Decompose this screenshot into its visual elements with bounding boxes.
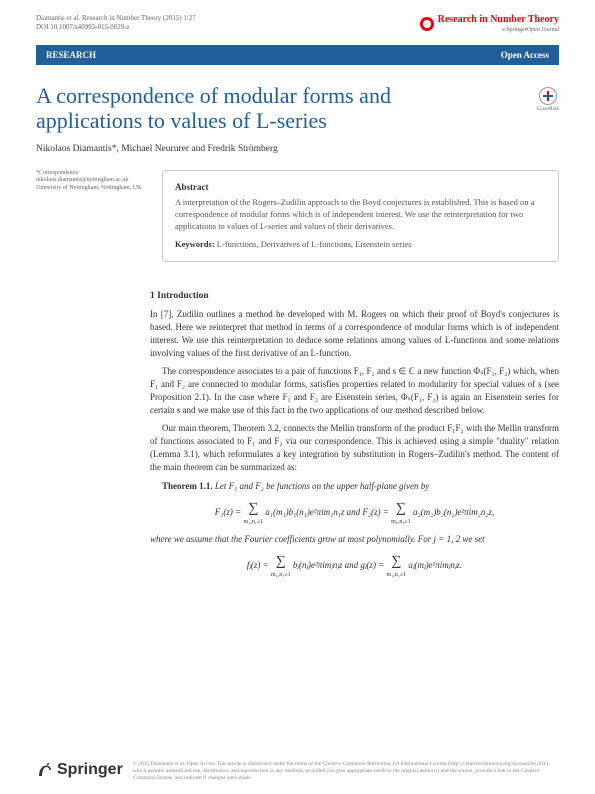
intro-p2: The correspondence associates to a pair …	[150, 365, 559, 417]
formula-1: F₁(z) = ∑ m₁,n₁≥1 a₁(m₁)b₁(n₁)e²πim₁n₁z …	[150, 499, 559, 527]
f2-rhs2: aⱼ(mⱼ)e²πimⱼnⱼz.	[408, 560, 462, 570]
section-heading: 1 Introduction	[150, 290, 559, 304]
f1-rhs2: a₂(m₂)b₂(n₂)e²πim₂n₂z,	[413, 507, 494, 517]
sum-symbol-4: ∑	[391, 554, 401, 569]
main-text: 1 Introduction In [7], Zudilin outlines …	[150, 290, 559, 580]
abstract-box: Abstract A interpretation of the Rogers–…	[162, 170, 559, 262]
sum-symbol-2: ∑	[396, 501, 406, 516]
author-list: Nikolaos Diamantis*, Michael Neururer an…	[36, 144, 559, 154]
crossmark-badge[interactable]: CrossMark	[537, 87, 559, 112]
keywords-text: L-functions, Derivatives of L-functions,…	[217, 239, 412, 249]
springer-horse-icon	[36, 761, 54, 779]
publisher-name: Springer	[57, 761, 123, 779]
intro-p3: Our main theorem, Theorem 3.2, connects …	[150, 422, 559, 474]
sum-sub-4: m₁,n₁≥1	[387, 571, 407, 580]
correspondence-label: *Correspondence:	[36, 170, 146, 178]
f1-lhs: F₁(z) =	[215, 507, 241, 517]
citation-text: Diamantis et al. Research in Number Theo…	[36, 14, 196, 23]
keywords-label: Keywords:	[175, 239, 215, 249]
crossmark-icon	[539, 87, 557, 105]
sum-sub-3: m₁,n₁≥1	[271, 571, 291, 580]
journal-brand: Research in Number Theory	[438, 14, 559, 25]
running-header: Diamantis et al. Research in Number Theo…	[0, 0, 595, 37]
license-text: © 2015 Diamantis et al. Open Access This…	[133, 761, 559, 782]
title-block: A correspondence of modular forms and ap…	[36, 83, 559, 134]
article-type: RESEARCH	[46, 50, 96, 60]
brand-block: Research in Number Theory a SpringerOpen…	[420, 14, 559, 33]
doi-text: DOI 10.1007/s40993-015-0029-z	[36, 23, 196, 32]
crossmark-label: CrossMark	[537, 107, 559, 112]
open-access-label: Open Access	[501, 50, 549, 60]
abstract-title: Abstract	[175, 181, 546, 194]
f1-rhs: a₁(m₁)b₁(n₁)e²πim₁n₁z and F₂(z) =	[265, 507, 388, 517]
article-type-bar: RESEARCH Open Access	[36, 45, 559, 65]
sum-sub-2: m₂,n₂≥1	[391, 518, 411, 527]
abstract-text: A interpretation of the Rogers–Zudilin a…	[175, 197, 546, 233]
theorem-between: where we assume that the Fourier coeffic…	[150, 533, 559, 546]
correspondence-affiliation: University of Nottingham, Nottingham, UK	[36, 185, 146, 193]
keywords-line: Keywords: L-functions, Derivatives of L-…	[175, 239, 546, 251]
theorem-label: Theorem 1.1.	[162, 481, 213, 491]
intro-p1: In [7], Zudilin outlines a method he dev…	[150, 308, 559, 360]
f2-rhs: bⱼ(nⱼ)e²πimⱼnⱼz and gⱼ(z) =	[293, 560, 384, 570]
f2-lhs: fⱼ(z) =	[247, 560, 269, 570]
formula-2: fⱼ(z) = ∑ m₁,n₁≥1 bⱼ(nⱼ)e²πimⱼnⱼz and gⱼ…	[150, 552, 559, 580]
citation-block: Diamantis et al. Research in Number Theo…	[36, 14, 196, 32]
brand-icon	[420, 17, 434, 31]
abstract-column: Abstract A interpretation of the Rogers–…	[162, 170, 559, 262]
publisher-logo: Springer	[36, 761, 123, 779]
article-title: A correspondence of modular forms and ap…	[36, 83, 559, 134]
abstract-row: *Correspondence: nikolaos.diamantis@nott…	[36, 170, 559, 262]
theorem-statement: Let F₁ and F₂ be functions on the upper …	[215, 481, 429, 491]
journal-sub: a SpringerOpen Journal	[502, 27, 559, 33]
correspondence-block: *Correspondence: nikolaos.diamantis@nott…	[36, 170, 146, 262]
page-footer: Springer © 2015 Diamantis et al. Open Ac…	[36, 761, 559, 782]
sum-symbol-3: ∑	[276, 554, 286, 569]
theorem-block: Theorem 1.1. Let F₁ and F₂ be functions …	[150, 480, 559, 493]
sum-symbol: ∑	[248, 501, 258, 516]
sum-sub: m₁,n₁≥1	[244, 518, 264, 527]
